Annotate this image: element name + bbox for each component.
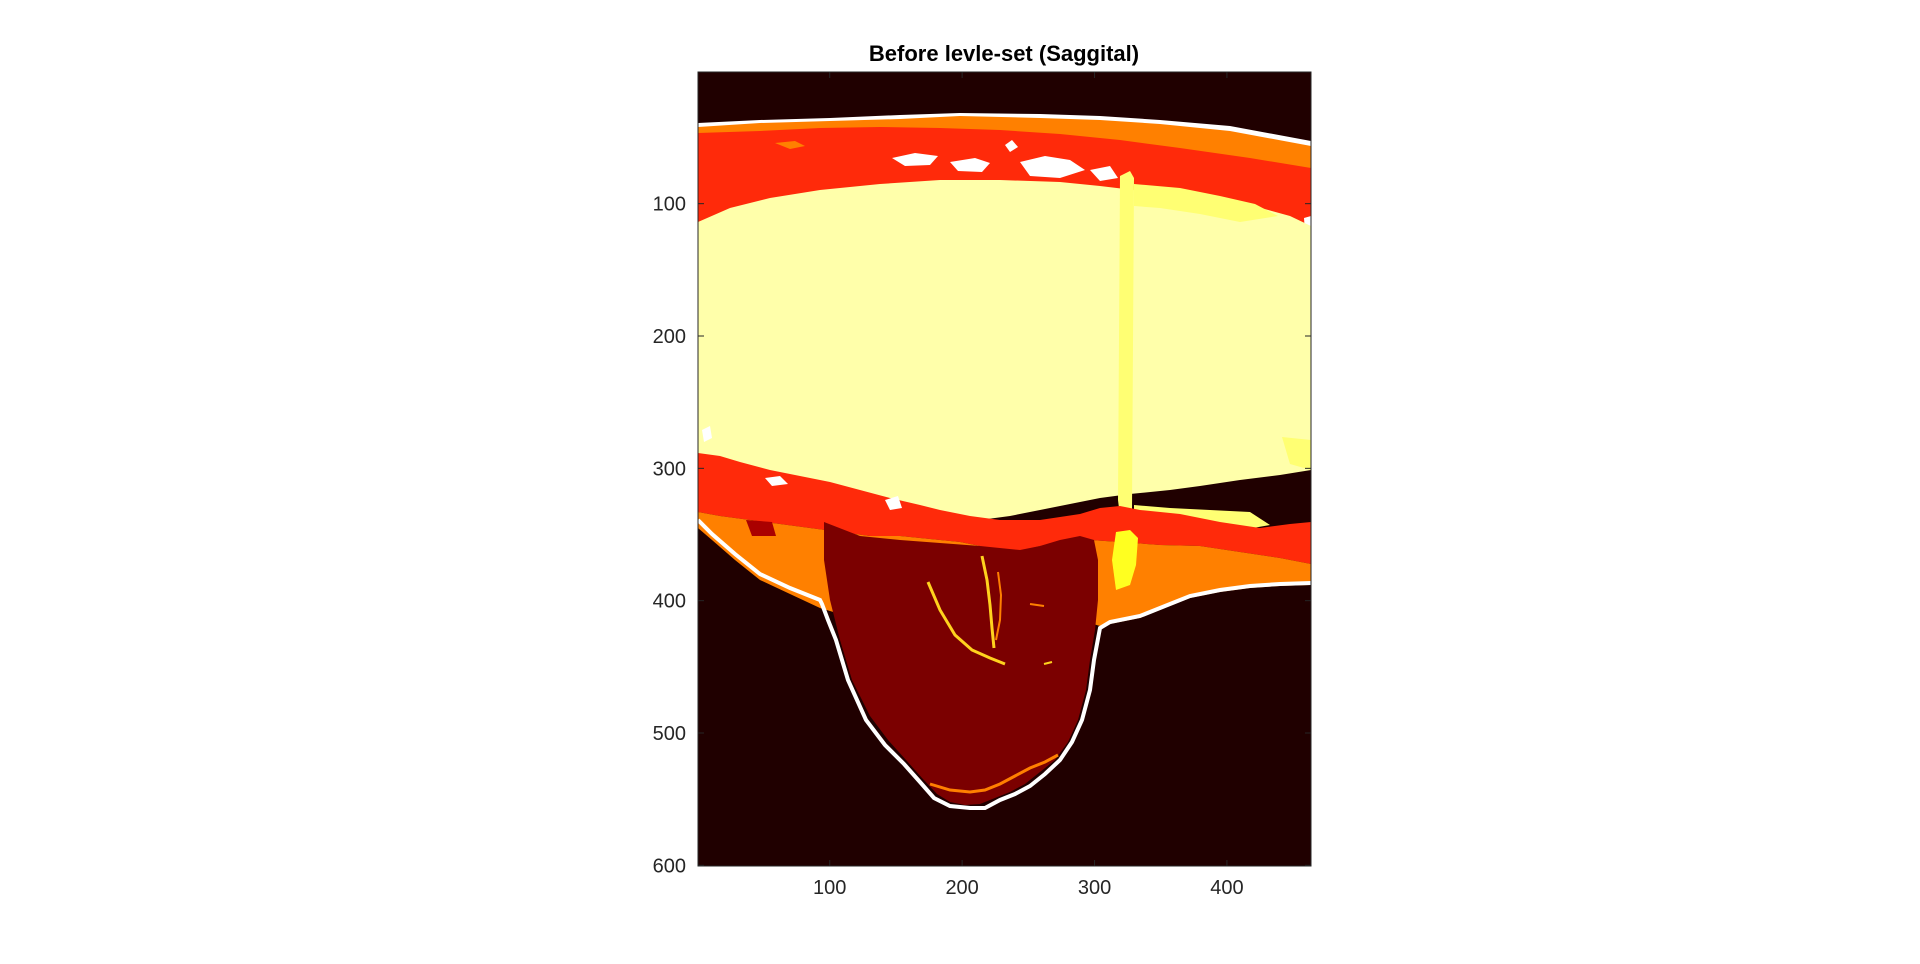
orange-patch-top-left (775, 141, 805, 149)
x-tick-label: 400 (1210, 877, 1243, 899)
white-patch-top-2 (950, 158, 990, 172)
white-patch-top-3 (1005, 140, 1018, 152)
x-tick-label: 100 (813, 877, 846, 899)
white-patch-top-1 (892, 153, 938, 166)
skin-outline-bottom (698, 518, 1311, 810)
white-patch-top-5 (1090, 166, 1118, 181)
vessel-5 (1029, 603, 1045, 607)
y-tick-label: 500 (653, 723, 686, 745)
vessel-4 (1043, 661, 1053, 665)
yellow-vertical-stripe (1118, 171, 1134, 516)
yellow-patch-upper-right (1134, 184, 1278, 222)
y-tick-label: 200 (653, 326, 686, 348)
vessel-3 (995, 571, 1003, 641)
white-patch-top-4 (1020, 156, 1085, 178)
y-tick-label: 600 (653, 855, 686, 877)
chart-title: Before levle-set (Saggital) (869, 41, 1139, 66)
white-spot-bottom-3 (885, 496, 902, 510)
dark-red-tissue (824, 522, 1098, 805)
x-tick-label: 300 (1078, 877, 1111, 899)
dark-spot-bottom-left (746, 520, 776, 536)
y-axis: 100 200 300 400 500 600 (653, 194, 1311, 877)
axes-frame (697, 71, 1312, 867)
white-spot-bottom-2 (765, 476, 788, 486)
yellow-patch-right-edge (1282, 437, 1311, 470)
y-tick-label: 300 (653, 458, 686, 480)
segmentation-image (698, 72, 1311, 866)
x-tick-label: 200 (945, 877, 978, 899)
white-spot-bottom-1 (702, 426, 712, 442)
bright-yellow-blob (1112, 530, 1138, 590)
light-yellow-band (698, 180, 1311, 520)
x-axis: 100 200 300 400 (813, 72, 1244, 899)
vessel-2 (980, 555, 996, 649)
red-layer-bottom (698, 453, 1311, 564)
y-tick-label: 100 (653, 194, 686, 216)
vessel-1 (926, 581, 1006, 666)
y-tick-label: 400 (653, 591, 686, 613)
vessel-6 (929, 753, 1059, 794)
